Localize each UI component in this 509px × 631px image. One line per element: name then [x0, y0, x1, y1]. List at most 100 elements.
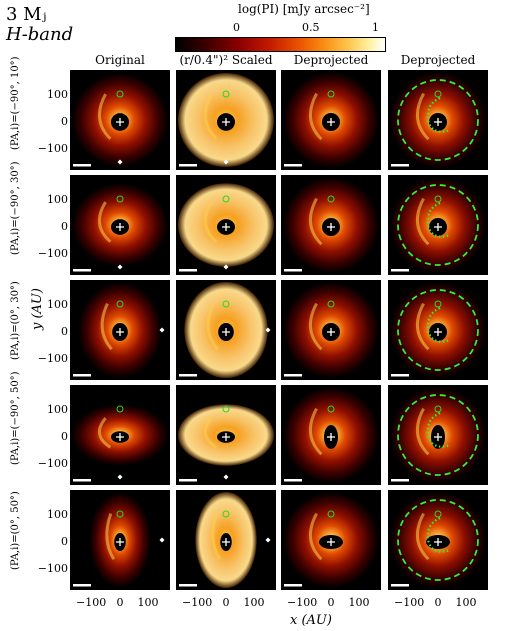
scale-bar — [284, 374, 302, 377]
colorbar-tick: 1 — [372, 21, 379, 34]
disk-image-panel — [176, 70, 276, 170]
colorbar — [175, 37, 386, 52]
disk-image-panel — [388, 70, 488, 170]
planet-marker — [222, 90, 230, 98]
disk-image-panel — [281, 70, 381, 170]
disk-image-panel — [281, 175, 381, 275]
planet-marker — [434, 300, 442, 308]
star-marker — [434, 538, 442, 546]
planet-marker — [222, 195, 230, 203]
y-tick-label: 100 — [47, 88, 68, 101]
spiral-arm-overlay — [426, 411, 451, 448]
planet-marker — [222, 405, 230, 413]
star-marker — [222, 118, 230, 126]
disk-image-panel — [281, 490, 381, 590]
x-tick-label: 0 — [327, 596, 335, 609]
disk-image-panel — [388, 385, 488, 485]
planet-marker — [434, 195, 442, 203]
planet-marker — [327, 195, 335, 203]
orbit-circle-overlay — [397, 79, 479, 161]
disk-image-panel — [70, 280, 170, 380]
y-tick-label: −100 — [37, 142, 68, 155]
y-tick-label: 100 — [47, 403, 68, 416]
disk-image-panel — [70, 385, 170, 485]
companion-marker — [223, 264, 229, 270]
star-marker — [222, 328, 230, 336]
scale-bar — [284, 479, 302, 482]
planet-marker — [434, 510, 442, 518]
planet-marker — [116, 510, 124, 518]
planet-marker — [327, 405, 335, 413]
planet-marker — [116, 90, 124, 98]
x-tick-label: 100 — [455, 596, 477, 609]
planet-marker — [434, 405, 442, 413]
scale-bar — [284, 269, 302, 272]
y-tick-label: −100 — [37, 352, 68, 365]
star-marker — [327, 118, 335, 126]
star-marker — [434, 433, 442, 441]
y-tick-label: −100 — [37, 247, 68, 260]
column-title-original: Original — [95, 53, 145, 67]
disk-image-panel — [388, 280, 488, 380]
y-tick-label: 100 — [47, 193, 68, 206]
star-marker — [116, 433, 124, 441]
y-tick-label: −100 — [37, 457, 68, 470]
star-marker — [434, 328, 442, 336]
star-marker — [327, 538, 335, 546]
row-label: (PA,i)=(0°, 50°) — [10, 491, 21, 570]
companion-marker — [265, 327, 271, 333]
star-marker — [116, 223, 124, 231]
x-tick-label: 100 — [243, 596, 265, 609]
spiral-arm-overlay — [426, 516, 451, 553]
disk-image-panel — [176, 385, 276, 485]
star-marker — [222, 538, 230, 546]
x-tick-label: −100 — [76, 596, 107, 609]
planet-marker — [327, 300, 335, 308]
companion-marker — [223, 159, 229, 165]
x-axis-label: x (AU) — [290, 613, 332, 628]
scale-bar — [391, 164, 409, 167]
planet-marker — [434, 90, 442, 98]
planet-marker — [327, 90, 335, 98]
companion-marker — [117, 264, 123, 270]
star-marker — [116, 538, 124, 546]
star-marker — [327, 223, 335, 231]
planet-marker — [116, 300, 124, 308]
scale-bar — [73, 269, 91, 272]
row-label: (PA,i)=(−90°, 30°) — [10, 161, 21, 255]
orbit-circle-overlay — [397, 289, 479, 371]
disk-image-panel — [176, 280, 276, 380]
companion-marker — [159, 537, 165, 543]
scale-bar — [179, 479, 197, 482]
colorbar-label: log(PI) [mJy arcsec⁻²] — [238, 2, 370, 16]
row-label: (PA,i)=(−90°, 50°) — [10, 371, 21, 465]
x-tick-label: 0 — [222, 596, 230, 609]
scale-bar — [284, 164, 302, 167]
colorbar-tick: 0 — [233, 21, 240, 34]
x-tick-label: 100 — [137, 596, 159, 609]
row-label: (PA,i)=(−90°, 10°) — [10, 56, 21, 150]
scale-bar — [73, 374, 91, 377]
x-tick-label: 0 — [116, 596, 124, 609]
star-marker — [116, 328, 124, 336]
disk-image-panel — [176, 175, 276, 275]
companion-marker — [223, 474, 229, 480]
scale-bar — [284, 584, 302, 587]
disk-image-panel — [388, 490, 488, 590]
colorbar-tick: 0.5 — [302, 21, 320, 34]
x-tick-label: −100 — [287, 596, 318, 609]
star-marker — [327, 433, 335, 441]
scale-bar — [391, 269, 409, 272]
star-marker — [222, 223, 230, 231]
y-tick-label: 100 — [47, 508, 68, 521]
scale-bar — [179, 374, 197, 377]
scale-bar — [179, 269, 197, 272]
spiral-arm-overlay — [426, 96, 451, 133]
x-tick-label: 0 — [434, 596, 442, 609]
disk-image-panel — [70, 490, 170, 590]
y-tick-label: 0 — [61, 430, 68, 443]
companion-marker — [117, 159, 123, 165]
figure-subtitle: H-band — [6, 24, 74, 45]
scale-bar — [73, 584, 91, 587]
scale-bar — [391, 374, 409, 377]
